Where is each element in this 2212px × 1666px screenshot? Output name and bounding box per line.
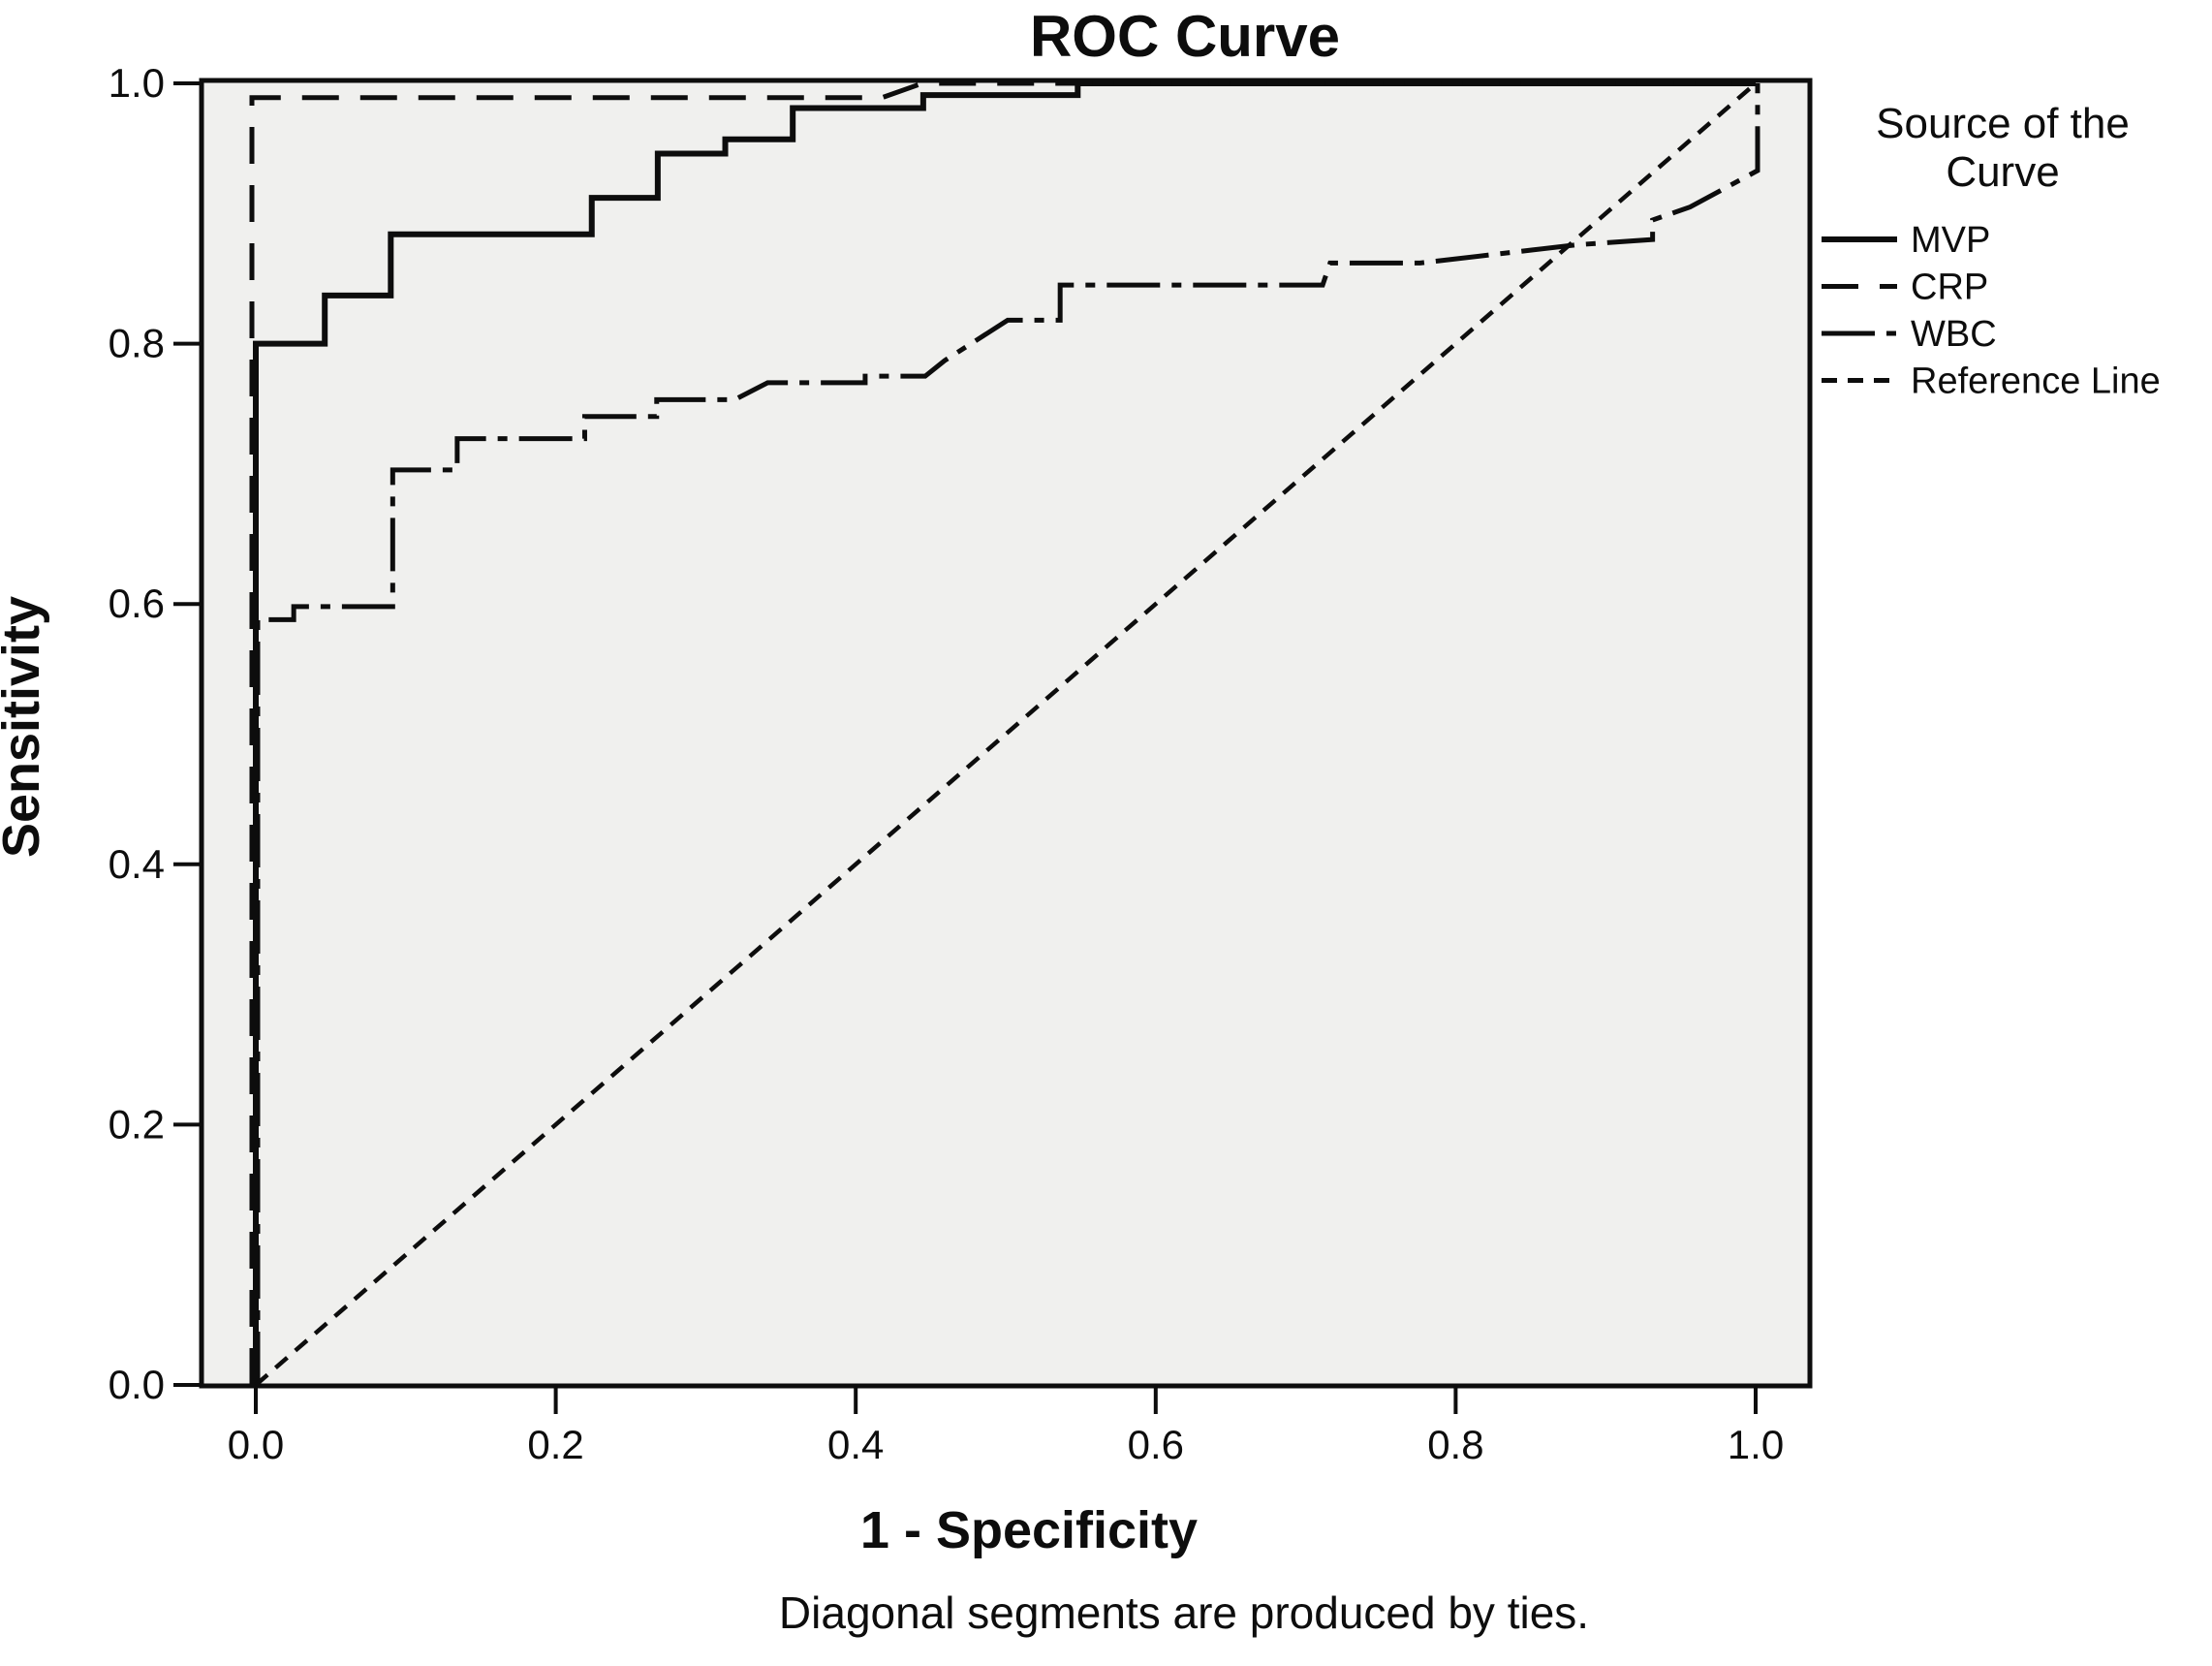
x-axis-title: 1 - Specificity: [860, 1501, 1198, 1559]
legend-title-line1: Source of the: [1876, 100, 2130, 147]
y-tick-label: 0.6: [109, 581, 165, 626]
footnote: Diagonal segments are produced by ties.: [779, 1587, 1589, 1638]
x-tick-label: 0.4: [827, 1422, 884, 1467]
x-tick-label: 0.8: [1427, 1422, 1483, 1467]
curve-mvp: [253, 80, 1756, 1385]
y-tick-label: 0.8: [109, 321, 165, 366]
curve-reference-line: [254, 81, 1758, 1387]
curve-crp: [249, 80, 1752, 1385]
axis-ticks: 0.0 0.2 0.4 0.6 0.8 1.0 0.0 0.2 0.4 0.6 0.8 1.0: [109, 60, 1785, 1467]
legend-items: MVP CRP WBC Reference Line: [1822, 220, 2161, 402]
legend-label-crp: CRP: [1911, 267, 1988, 308]
y-axis-title: Sensitivity: [0, 596, 50, 858]
legend-label-mvp: MVP: [1911, 220, 1990, 261]
curves: [249, 80, 1760, 1387]
y-tick-label: 0.2: [109, 1101, 165, 1147]
y-tick-label: 0.4: [109, 841, 165, 887]
y-tick-label: 0.0: [109, 1362, 165, 1407]
legend-label-reference-line: Reference Line: [1911, 361, 2161, 402]
x-tick-label: 0.2: [527, 1422, 583, 1467]
legend-label-wbc: WBC: [1911, 314, 1997, 355]
plot-area: [199, 78, 1813, 1389]
chart-title: ROC Curve: [1030, 4, 1340, 69]
x-tick-label: 1.0: [1728, 1422, 1784, 1467]
x-tick-label: 0.6: [1128, 1422, 1184, 1467]
curve-wbc: [255, 83, 1760, 1385]
x-tick-label: 0.0: [228, 1422, 284, 1467]
legend-title-line2: Curve: [1946, 148, 2059, 196]
y-tick-label: 1.0: [109, 60, 165, 106]
